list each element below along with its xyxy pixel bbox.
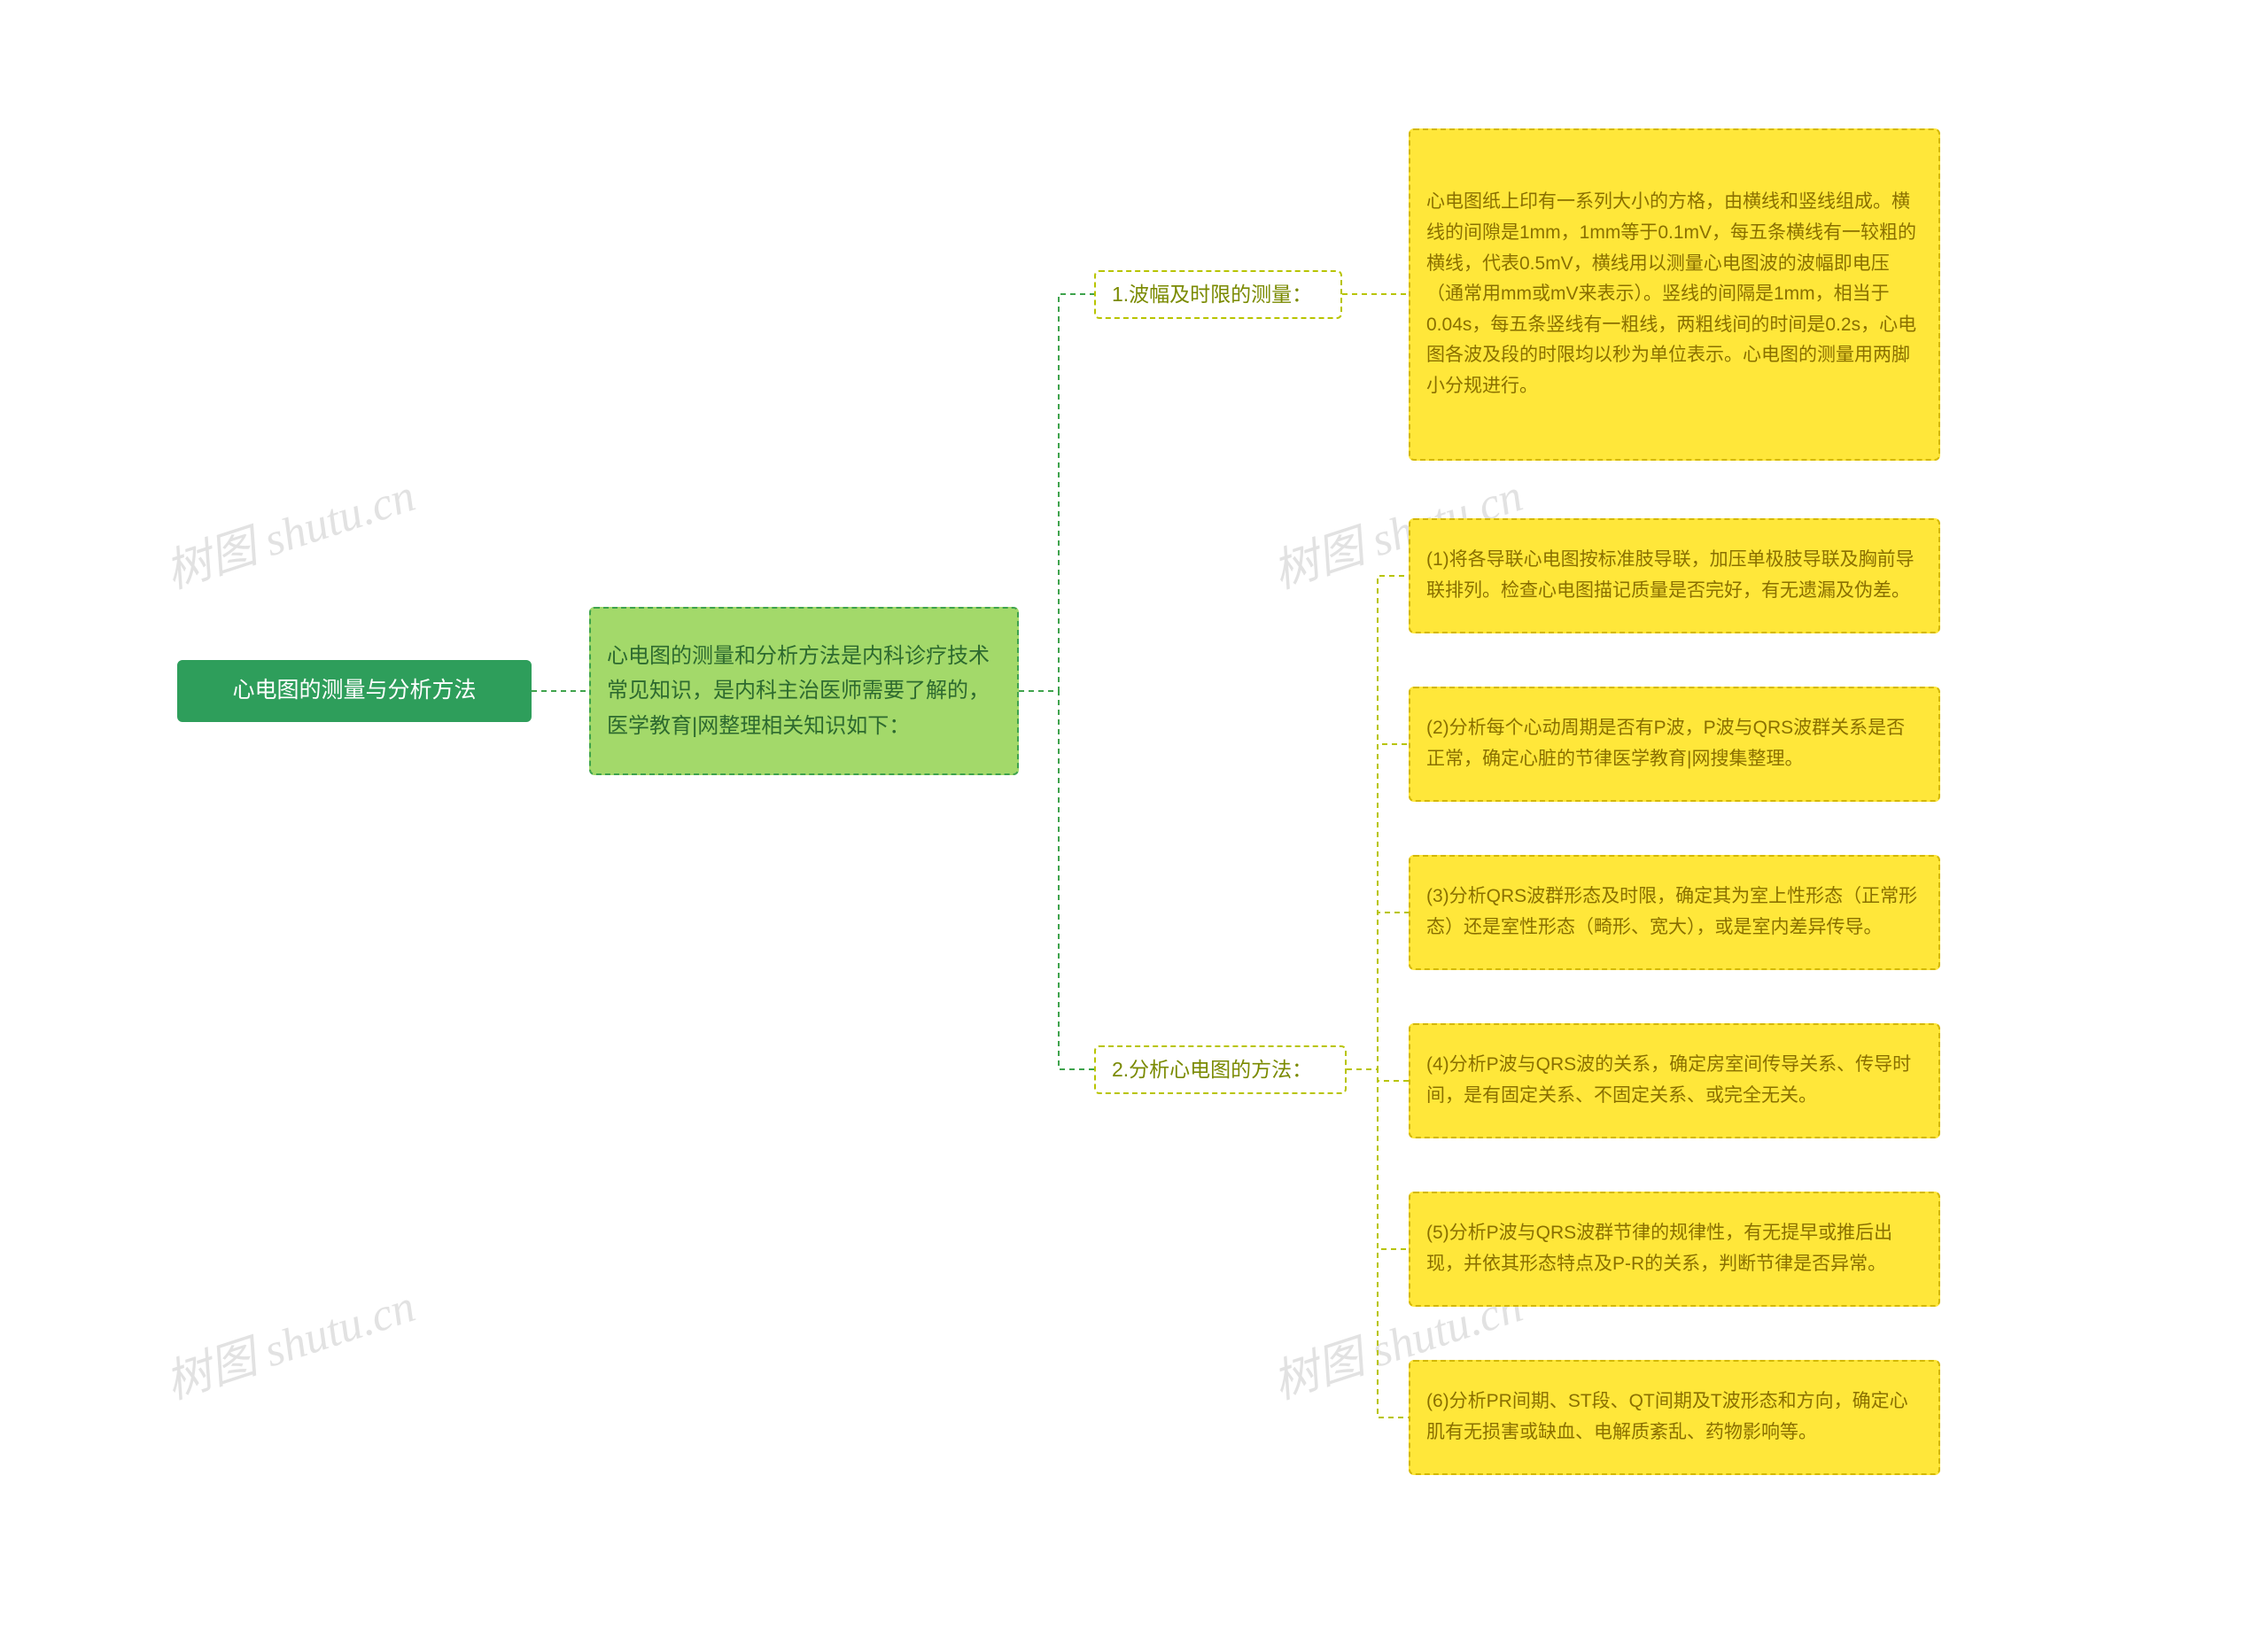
level1-node: 心电图的测量和分析方法是内科诊疗技术常见知识，是内科主治医师需要了解的，医学教育…: [589, 607, 1019, 775]
leaf-label: (3)分析QRS波群形态及时限，确定其为室上性形态（正常形态）还是室性形态（畸形…: [1426, 882, 1922, 943]
watermark: 树图 shutu.cn: [156, 458, 423, 601]
root-label: 心电图的测量与分析方法: [232, 672, 476, 709]
leaf-node: (1)将各导联心电图按标准肢导联，加压单极肢导联及胸前导联排列。检查心电图描记质…: [1409, 518, 1940, 633]
branch-label: 2.分析心电图的方法：: [1112, 1053, 1312, 1087]
leaf-label: (1)将各导联心电图按标准肢导联，加压单极肢导联及胸前导联排列。检查心电图描记质…: [1426, 545, 1922, 606]
leaf-node: (2)分析每个心动周期是否有P波，P波与QRS波群关系是否正常，确定心脏的节律医…: [1409, 687, 1940, 802]
leaf-label: (4)分析P波与QRS波的关系，确定房室间传导关系、传导时间，是有固定关系、不固…: [1426, 1050, 1922, 1111]
leaf-label: 心电图纸上印有一系列大小的方格，由横线和竖线组成。横线的间隙是1mm，1mm等于…: [1426, 187, 1922, 401]
level1-label: 心电图的测量和分析方法是内科诊疗技术常见知识，是内科主治医师需要了解的，医学教育…: [607, 639, 1001, 744]
root-node: 心电图的测量与分析方法: [177, 660, 532, 722]
leaf-node: (4)分析P波与QRS波的关系，确定房室间传导关系、传导时间，是有固定关系、不固…: [1409, 1023, 1940, 1138]
watermark: 树图 shutu.cn: [156, 1269, 423, 1411]
leaf-node: (6)分析PR间期、ST段、QT间期及T波形态和方向，确定心肌有无损害或缺血、电…: [1409, 1360, 1940, 1475]
leaf-node: 心电图纸上印有一系列大小的方格，由横线和竖线组成。横线的间隙是1mm，1mm等于…: [1409, 128, 1940, 461]
leaf-label: (2)分析每个心动周期是否有P波，P波与QRS波群关系是否正常，确定心脏的节律医…: [1426, 713, 1922, 774]
leaf-label: (5)分析P波与QRS波群节律的规律性，有无提早或推后出现，并依其形态特点及P-…: [1426, 1218, 1922, 1279]
branch-node: 1.波幅及时限的测量：: [1094, 270, 1342, 319]
leaf-node: (5)分析P波与QRS波群节律的规律性，有无提早或推后出现，并依其形态特点及P-…: [1409, 1192, 1940, 1307]
leaf-node: (3)分析QRS波群形态及时限，确定其为室上性形态（正常形态）还是室性形态（畸形…: [1409, 855, 1940, 970]
branch-label: 1.波幅及时限的测量：: [1112, 278, 1312, 312]
leaf-label: (6)分析PR间期、ST段、QT间期及T波形态和方向，确定心肌有无损害或缺血、电…: [1426, 1386, 1922, 1448]
branch-node: 2.分析心电图的方法：: [1094, 1045, 1347, 1094]
